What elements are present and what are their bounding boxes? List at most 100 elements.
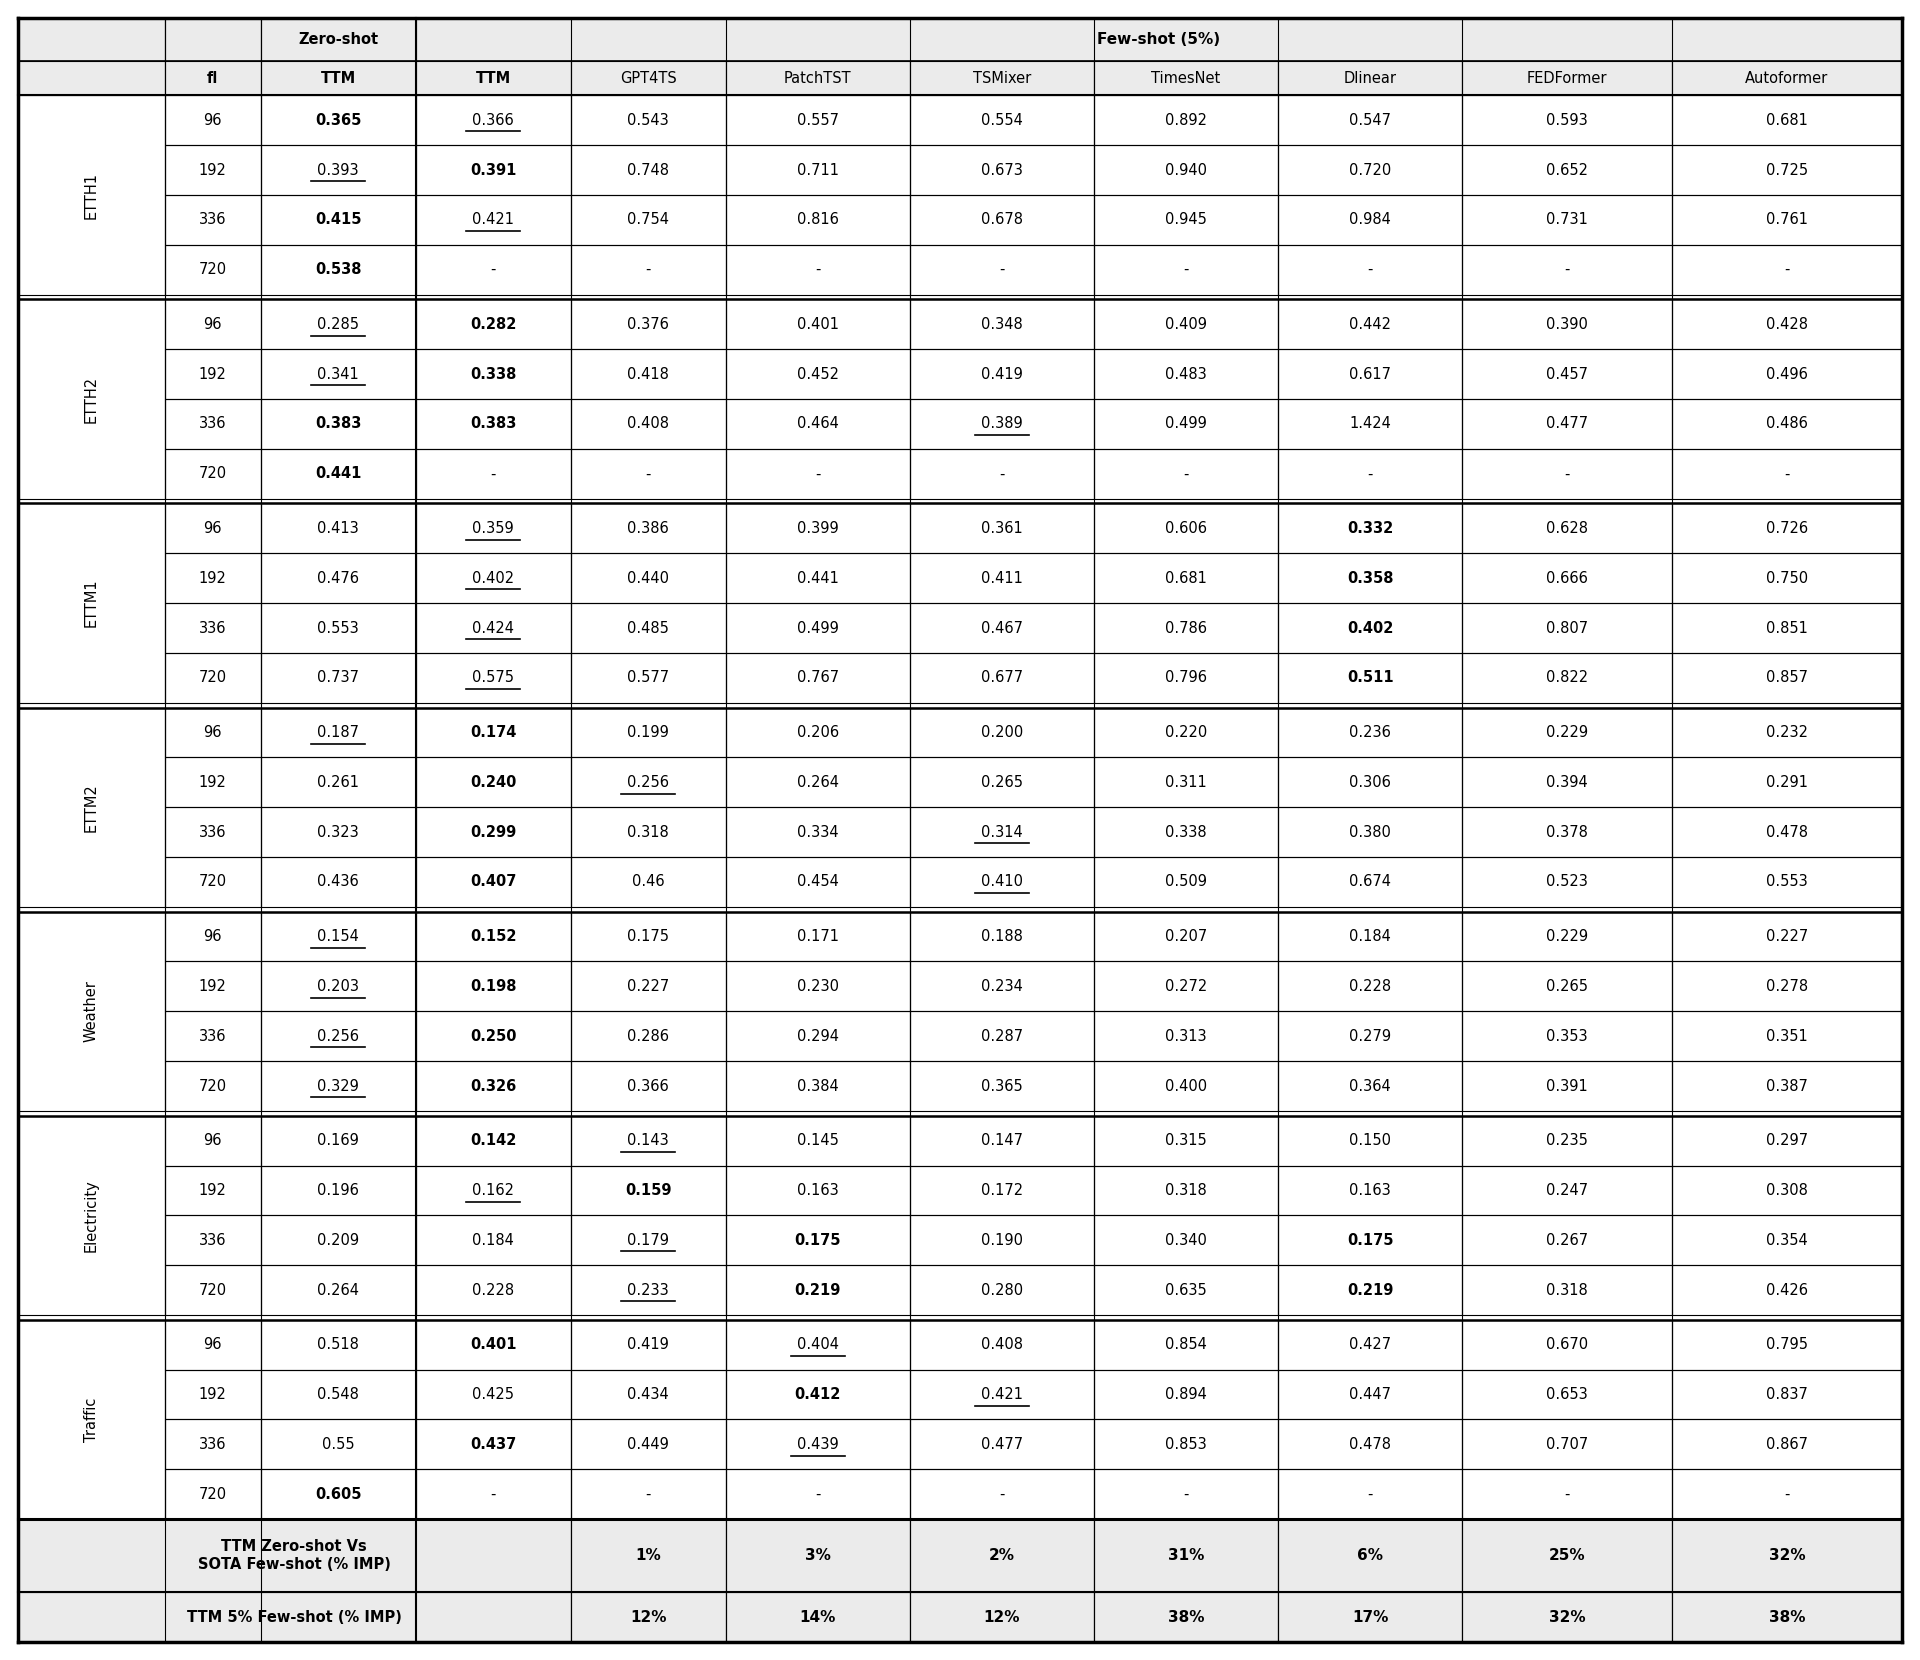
Bar (417, 503, 570, 553)
Text: 31%: 31% (1167, 1549, 1204, 1564)
Text: 0.250: 0.250 (470, 1029, 516, 1044)
Text: 0.401: 0.401 (797, 317, 839, 332)
Bar (726, 1519, 910, 1592)
Text: 0.306: 0.306 (1350, 775, 1392, 790)
Bar (1672, 398, 1903, 448)
Bar (1279, 757, 1463, 807)
Bar (165, 1320, 261, 1370)
Text: 0.447: 0.447 (1350, 1388, 1392, 1403)
Text: 0.707: 0.707 (1546, 1438, 1588, 1452)
Bar (726, 1116, 910, 1165)
Bar (1672, 1116, 1903, 1165)
Bar (165, 448, 261, 498)
Text: 0.145: 0.145 (797, 1134, 839, 1149)
Text: 25%: 25% (1549, 1549, 1586, 1564)
Bar (261, 857, 417, 906)
Bar (165, 503, 261, 553)
Bar (1672, 1592, 1903, 1642)
Text: TSMixer: TSMixer (973, 71, 1031, 86)
Text: 0.380: 0.380 (1350, 825, 1392, 840)
Bar (910, 1419, 1094, 1469)
Bar (165, 349, 261, 398)
Text: -: - (814, 262, 820, 277)
Bar (417, 603, 570, 652)
Text: 0.400: 0.400 (1165, 1079, 1208, 1094)
Text: 0.291: 0.291 (1766, 775, 1809, 790)
Bar (165, 807, 261, 857)
Bar (726, 707, 910, 757)
Text: 0.853: 0.853 (1165, 1438, 1208, 1452)
Bar (1279, 1215, 1463, 1265)
Bar (165, 1165, 261, 1215)
Text: 0.175: 0.175 (795, 1233, 841, 1248)
Bar (261, 95, 417, 144)
Bar (726, 448, 910, 498)
Text: 0.227: 0.227 (1766, 930, 1809, 945)
Bar (910, 448, 1094, 498)
Bar (910, 652, 1094, 702)
Text: Traffic: Traffic (84, 1398, 98, 1441)
Bar (1094, 1469, 1279, 1519)
Bar (1463, 961, 1672, 1011)
Text: -: - (1784, 262, 1789, 277)
Text: 0.219: 0.219 (1348, 1283, 1394, 1298)
Text: 0.677: 0.677 (981, 671, 1023, 686)
Bar (726, 652, 910, 702)
Text: 96: 96 (204, 1338, 223, 1353)
Text: -: - (1183, 1487, 1188, 1502)
Bar (417, 1116, 570, 1165)
Text: 192: 192 (200, 979, 227, 994)
Bar (910, 911, 1094, 961)
Bar (1463, 707, 1672, 757)
Bar (1094, 349, 1279, 398)
Text: 0.795: 0.795 (1766, 1338, 1809, 1353)
Bar (1279, 1519, 1463, 1592)
Bar (1094, 911, 1279, 961)
Bar (1463, 1265, 1672, 1315)
Bar (1094, 1215, 1279, 1265)
Bar (570, 553, 726, 603)
Text: 0.229: 0.229 (1546, 930, 1588, 945)
Text: 0.163: 0.163 (797, 1184, 839, 1199)
Text: 0.786: 0.786 (1165, 621, 1208, 636)
Bar (261, 707, 417, 757)
Text: 0.332: 0.332 (1348, 521, 1394, 536)
Text: 0.434: 0.434 (628, 1388, 668, 1403)
Bar (1279, 349, 1463, 398)
Text: 192: 192 (200, 163, 227, 178)
Text: -: - (814, 1487, 820, 1502)
Text: 0.143: 0.143 (628, 1134, 668, 1149)
Bar (1094, 652, 1279, 702)
Text: -: - (814, 466, 820, 481)
Text: -: - (645, 262, 651, 277)
Text: 96: 96 (204, 521, 223, 536)
Bar (165, 961, 261, 1011)
Bar (910, 1592, 1094, 1642)
Text: 336: 336 (200, 417, 227, 432)
Text: 0.256: 0.256 (628, 775, 668, 790)
Text: TTM: TTM (476, 71, 511, 86)
Text: 0.175: 0.175 (1348, 1233, 1394, 1248)
Text: 0.518: 0.518 (317, 1338, 359, 1353)
Text: 0.418: 0.418 (628, 367, 668, 382)
Bar (17, 1592, 570, 1642)
Text: 0.725: 0.725 (1766, 163, 1809, 178)
Bar (726, 1011, 910, 1061)
Bar (261, 757, 417, 807)
Text: 12%: 12% (630, 1610, 666, 1625)
Bar (1672, 1370, 1903, 1419)
Text: 0.389: 0.389 (981, 417, 1023, 432)
Text: 0.394: 0.394 (1546, 775, 1588, 790)
Bar (1672, 244, 1903, 295)
Text: 0.299: 0.299 (470, 825, 516, 840)
Text: 0.412: 0.412 (795, 1388, 841, 1403)
Text: 0.187: 0.187 (317, 725, 359, 740)
Text: TTM: TTM (321, 71, 355, 86)
Bar (165, 1265, 261, 1315)
Bar (1463, 603, 1672, 652)
Text: 0.391: 0.391 (1546, 1079, 1588, 1094)
Bar (261, 349, 417, 398)
Bar (261, 18, 417, 61)
Bar (165, 61, 261, 95)
Text: 0.184: 0.184 (1350, 930, 1392, 945)
